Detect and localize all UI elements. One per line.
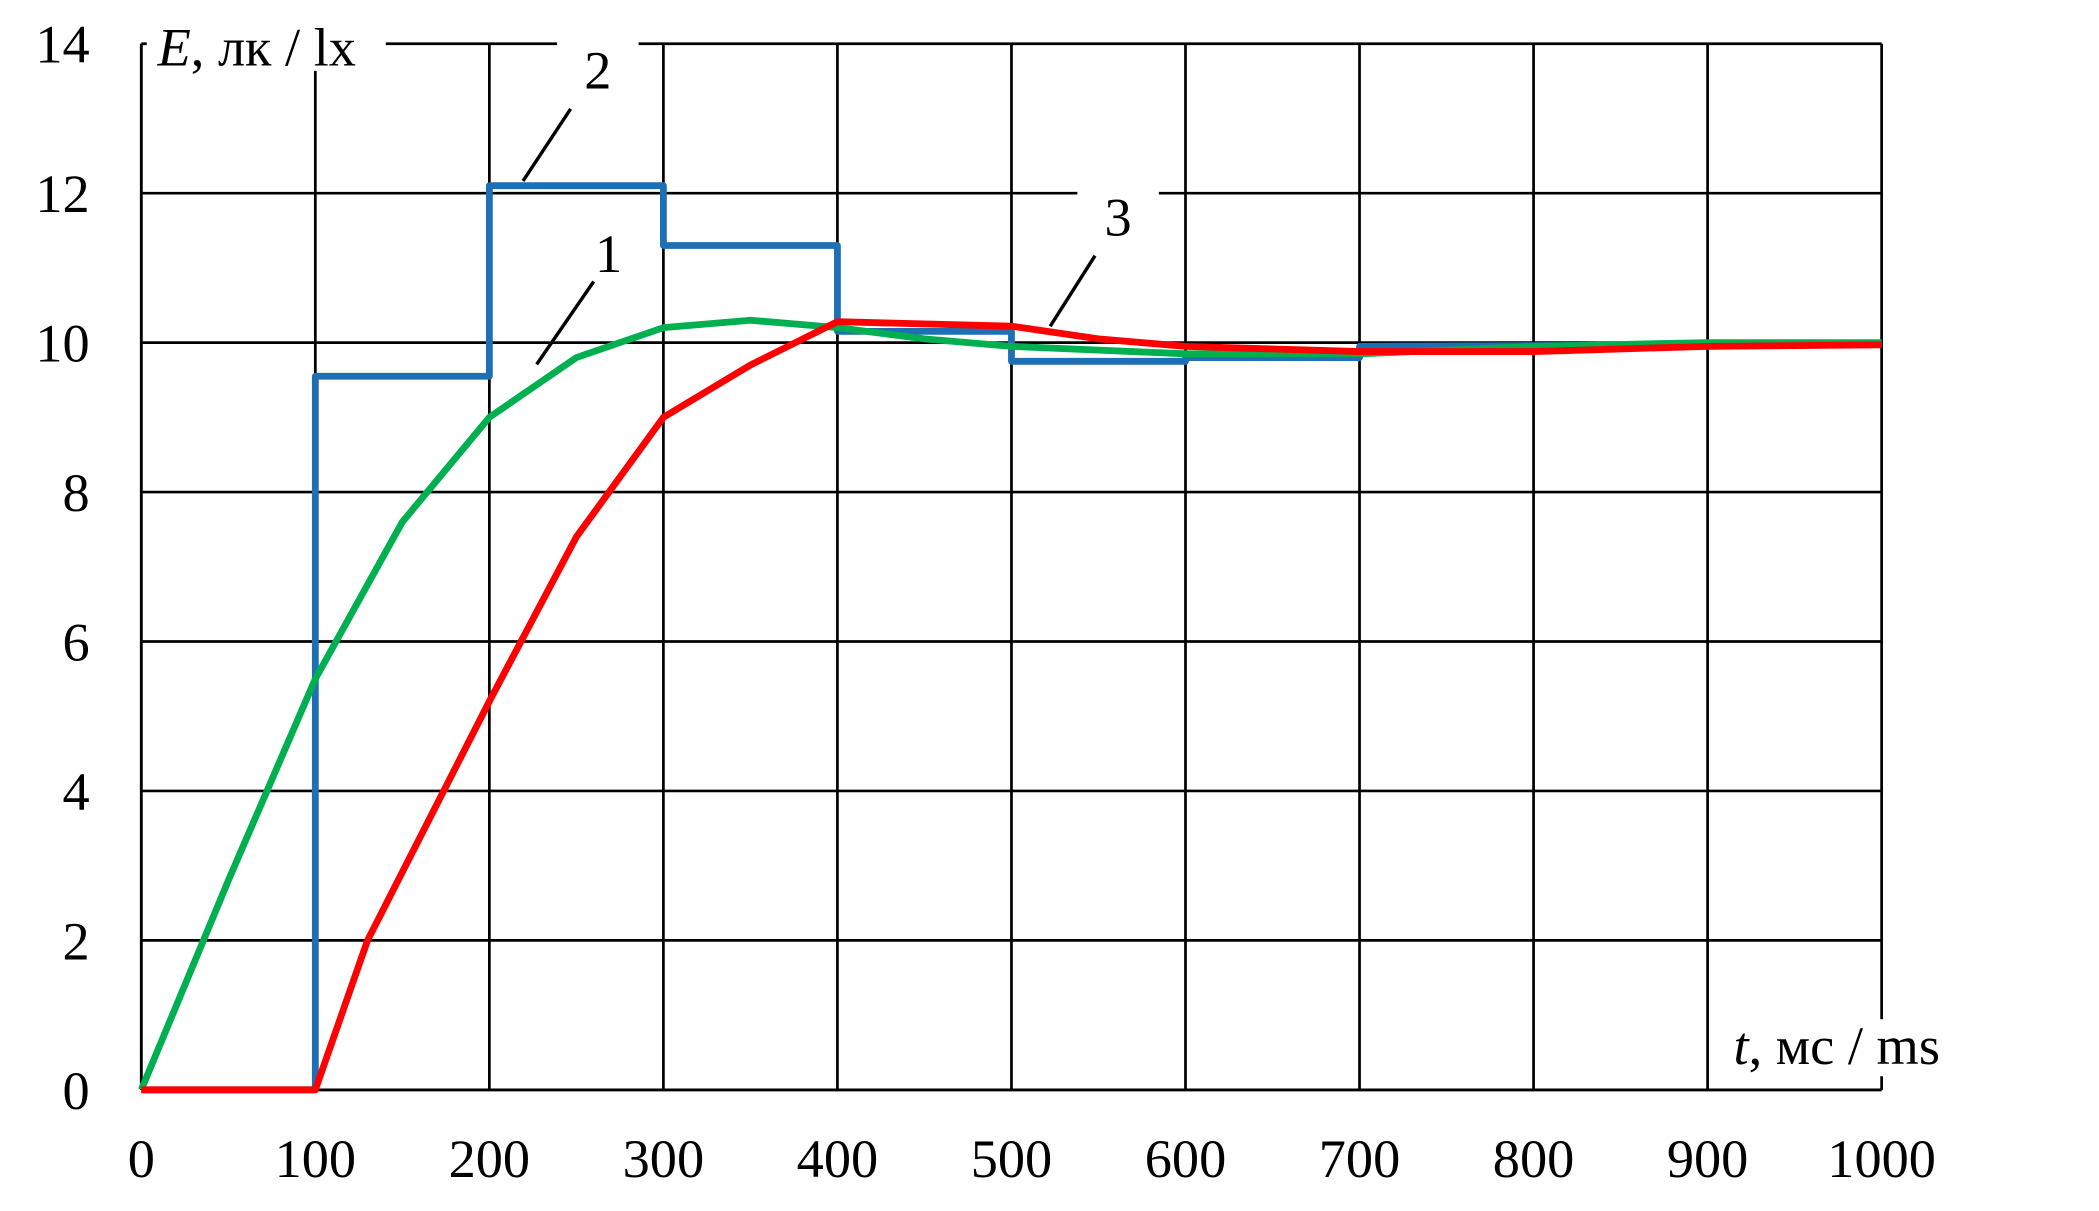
y-tick-label: 6	[62, 613, 89, 673]
label-bg	[567, 217, 650, 286]
leader-line	[521, 108, 573, 182]
series-label: 2	[584, 41, 611, 101]
y-tick-label: 0	[62, 1061, 89, 1121]
series-label: 3	[1105, 187, 1132, 247]
x-tick-label: 100	[275, 1129, 357, 1189]
x-axis-symbol: t	[1734, 1016, 1751, 1076]
x-tick-label: 700	[1319, 1129, 1401, 1189]
label-bg	[146, 13, 386, 71]
x-tick-label: 900	[1667, 1129, 1749, 1189]
x-axis-unit: , мс / ms	[1749, 1016, 1940, 1076]
series-line	[141, 318, 1882, 1094]
y-tick-label: 4	[62, 762, 89, 822]
leader-line	[1048, 254, 1097, 328]
x-tick-label: 0	[128, 1129, 155, 1189]
y-tick-label: 8	[62, 463, 89, 523]
series-label: 1	[595, 224, 622, 284]
y-axis-symbol: E	[157, 17, 191, 77]
x-axis-label: t, мс / ms	[1734, 1016, 1940, 1076]
y-axis-label: E, лк / lx	[157, 17, 356, 77]
y-tick-label: 10	[35, 314, 89, 374]
x-tick-label: 500	[971, 1129, 1052, 1189]
label-bg	[557, 34, 639, 103]
y-tick-label: 14	[35, 15, 89, 75]
x-tick-label: 400	[797, 1129, 878, 1189]
leader-line	[535, 280, 596, 366]
x-tick-label: 300	[623, 1129, 704, 1189]
y-tick-label: 2	[62, 911, 89, 971]
x-tick-label: 800	[1493, 1129, 1575, 1189]
y-axis-unit: , лк / lx	[191, 17, 356, 77]
label-bg	[1725, 1019, 1964, 1077]
x-tick-label: 1000	[1827, 1129, 1936, 1189]
x-tick-label: 200	[449, 1129, 531, 1189]
label-bg	[1077, 180, 1159, 249]
x-tick-label: 600	[1145, 1129, 1227, 1189]
series-line	[141, 182, 1882, 1094]
y-tick-label: 12	[35, 164, 89, 224]
